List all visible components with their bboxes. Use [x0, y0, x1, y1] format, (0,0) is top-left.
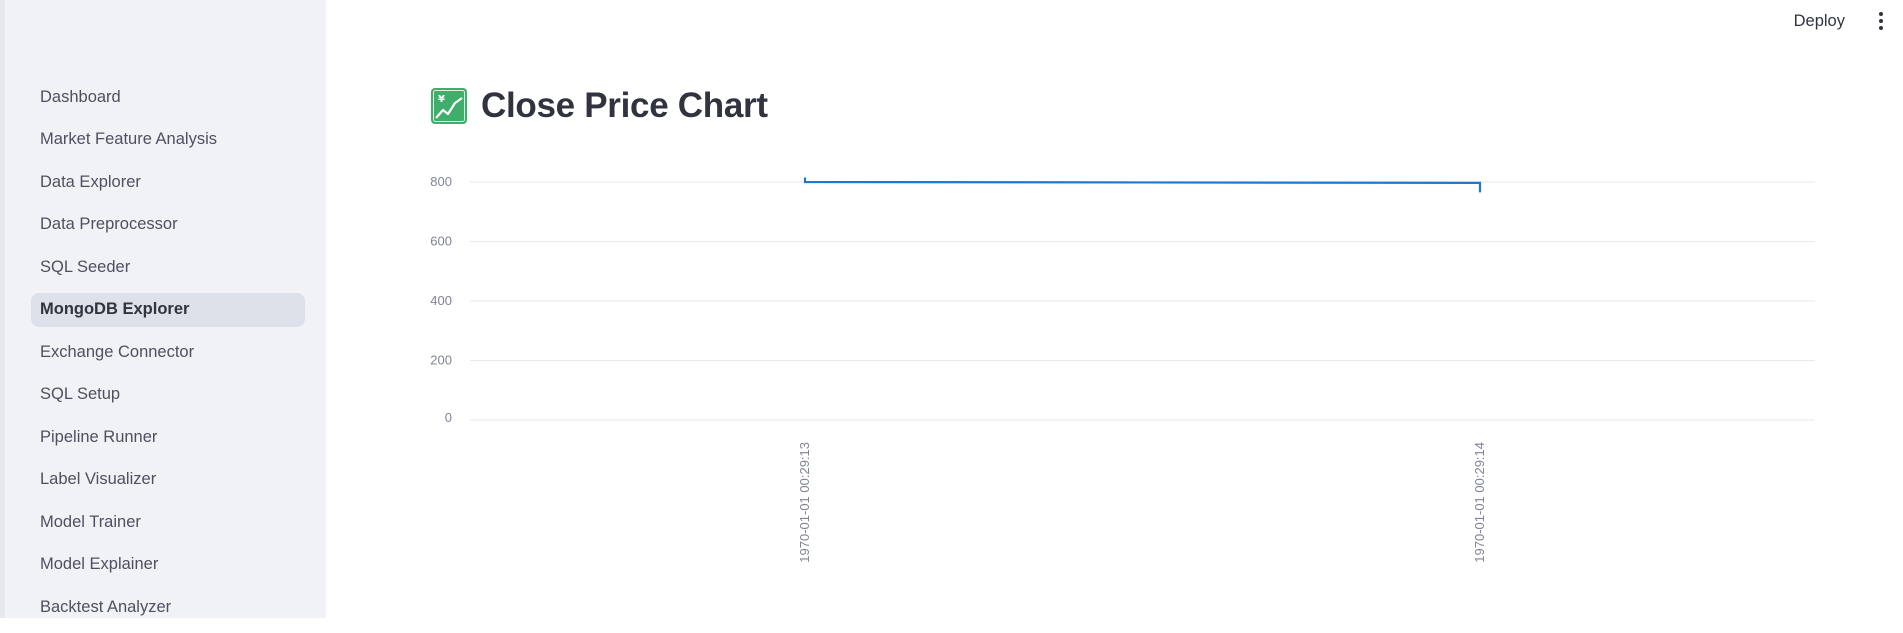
- y-tick-label: 0: [445, 410, 452, 425]
- x-tick-label: 1970-01-01 00:29:13: [797, 442, 812, 563]
- sidebar-item-label-visualizer[interactable]: Label Visualizer: [40, 470, 157, 488]
- sidebar-item-backtest-analyzer[interactable]: Backtest Analyzer: [40, 597, 172, 616]
- y-tick-label: 200: [430, 353, 452, 368]
- sidebar-item-exchange-connector[interactable]: Exchange Connector: [40, 342, 195, 361]
- sidebar-item-sql-seeder[interactable]: SQL Seeder: [40, 257, 131, 276]
- svg-text:¥: ¥: [438, 94, 445, 105]
- sidebar-item-model-explainer[interactable]: Model Explainer: [40, 555, 159, 573]
- sidebar: Dashboard Market Feature Analysis Data Exp…: [0, 0, 326, 618]
- sidebar-item-data-explorer[interactable]: Data Explorer: [40, 172, 141, 191]
- x-tick-label: 1970-01-01 00:29:14: [1472, 442, 1487, 563]
- sidebar-nav: Dashboard Market Feature Analysis Data Exp…: [31, 80, 305, 633]
- sidebar-item-data-preprocessor[interactable]: Data Preprocessor: [40, 215, 178, 233]
- sidebar-item-dashboard[interactable]: Dashboard: [40, 87, 121, 106]
- sidebar-item-pipeline-runner[interactable]: Pipeline Runner: [40, 427, 158, 446]
- y-axis: 0 200 400 600 800: [430, 174, 452, 425]
- sidebar-item-sql-setup[interactable]: SQL Setup: [40, 385, 121, 403]
- chart-increasing-with-yen-icon: ¥: [431, 88, 467, 124]
- more-vertical-icon[interactable]: [1871, 9, 1891, 33]
- x-axis: 1970-01-01 00:29:13 1970-01-01 00:29:14: [797, 442, 1487, 563]
- page-header: ¥ Close Price Chart: [431, 86, 768, 126]
- chart-grid: [470, 181, 1815, 421]
- sidebar-item-model-trainer[interactable]: Model Trainer: [40, 512, 141, 531]
- sidebar-item-mongodb-explorer[interactable]: MongoDB Explorer: [31, 292, 305, 327]
- sidebar-item-market-feature-analysis[interactable]: Market Feature Analysis: [40, 130, 217, 148]
- y-tick-label: 800: [430, 174, 452, 189]
- y-tick-label: 600: [430, 234, 452, 249]
- series-layer: [803, 177, 1482, 193]
- close-price-series-line[interactable]: [803, 177, 1482, 193]
- y-tick-label: 400: [430, 293, 452, 308]
- deploy-button[interactable]: Deploy: [1788, 8, 1851, 35]
- page-title: Close Price Chart: [481, 86, 768, 125]
- top-toolbar: Deploy: [1788, 0, 1903, 42]
